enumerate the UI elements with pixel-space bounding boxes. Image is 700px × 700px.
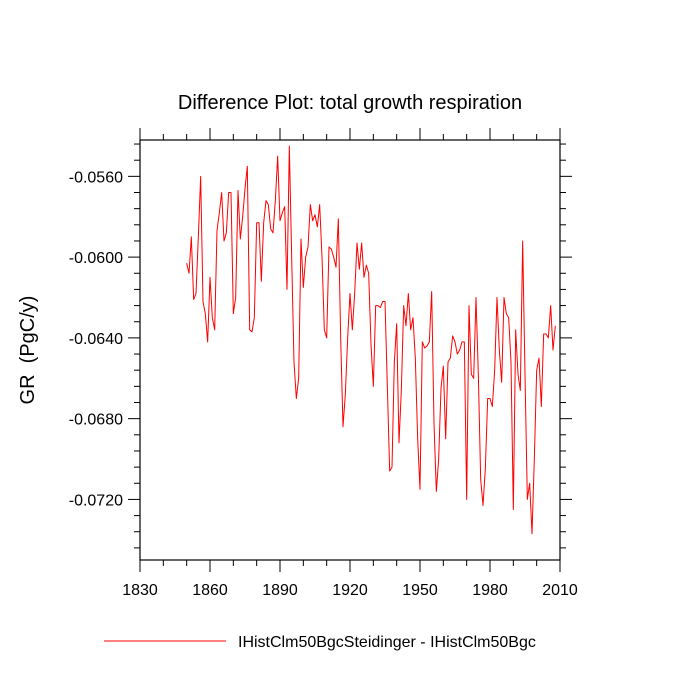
y-tick-label: -0.0560: [69, 169, 123, 186]
x-tick-label: 1950: [402, 582, 438, 599]
y-tick-label: -0.0600: [69, 250, 123, 267]
y-tick-label: -0.0680: [69, 412, 123, 429]
series-layer: [186, 145, 556, 535]
series-line: [186, 145, 556, 535]
chart-title: Difference Plot: total growth respiratio…: [178, 92, 522, 114]
y-axis-label: GR (PgC/y): [17, 296, 39, 405]
legend: IHistClm50BgcSteidinger - IHistClm50Bgc: [104, 634, 536, 651]
x-tick-label: 1980: [472, 582, 508, 599]
x-tick-label: 2010: [542, 582, 578, 599]
y-tick-label: -0.0720: [69, 492, 123, 509]
x-tick-label: 1860: [192, 582, 228, 599]
legend-label: IHistClm50BgcSteidinger - IHistClm50Bgc: [238, 634, 536, 651]
x-tick-label: 1830: [122, 582, 158, 599]
axis-ticks: [128, 128, 572, 572]
plot-frame: [139, 139, 561, 561]
axis-tick-labels: 1830 1860 1890 1920 1950 1980 2010 -0.0560 -0.06…: [69, 169, 578, 599]
y-tick-label: -0.0640: [69, 331, 123, 348]
x-tick-label: 1920: [332, 582, 368, 599]
x-tick-label: 1890: [262, 582, 298, 599]
